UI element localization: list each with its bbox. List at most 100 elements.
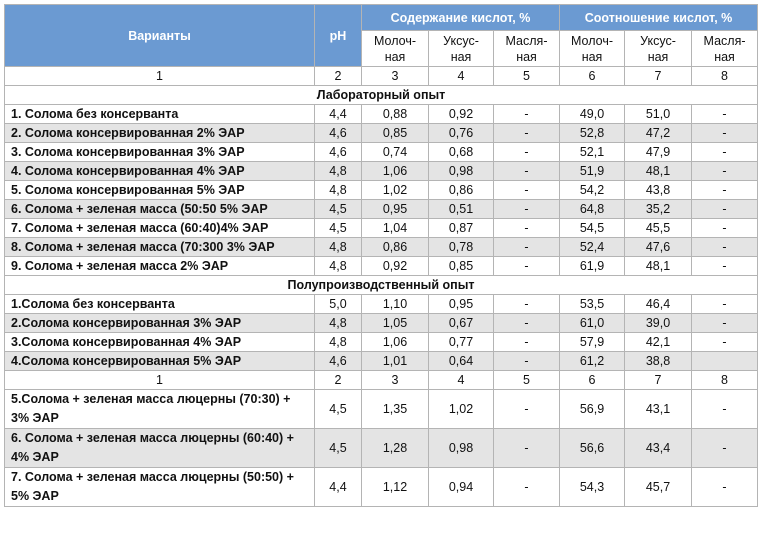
table-cell: - [690,389,759,429]
table-cell: 1,02 [428,389,494,429]
table-cell: - [493,351,560,371]
table-cell: 61,0 [559,313,625,333]
variant-name: 1.Солома без консерванта [4,294,315,314]
table-cell: - [690,313,759,333]
table-cell: 38,8 [624,351,692,371]
header-acid-ratio: Соотношение кислот, % [558,4,759,31]
table-cell: - [493,428,560,468]
table-cell: 54,2 [559,180,625,200]
table-cell: 4,6 [314,142,362,162]
variant-name: 4.Солома консервированная 5% ЭАР [4,351,315,371]
table-cell: 0,92 [361,256,429,276]
table-cell: 0,67 [428,313,494,333]
table-cell: - [690,161,759,181]
table-cell: 4,5 [314,218,362,238]
table-row: 7. Солома + зеленая масса (60:40)4% ЭАР 4… [4,218,759,238]
table-cell: 1,12 [361,467,429,507]
subheader-lactic: Молоч-ная [361,30,429,67]
variant-name: 9. Солома + зеленая масса 2% ЭАР [4,256,315,276]
table-cell: - [690,180,759,200]
table-cell: 43,1 [624,389,692,429]
table-row: 1. Солома без консерванта 4,4 0,88 0,92 - 49,… [4,104,759,124]
table-cell: 0,68 [428,142,494,162]
table-cell: 49,0 [559,104,625,124]
table-body: 1 2 3 4 5 6 7 8 Лабораторный опыт 1. Солома без к… [3,66,759,507]
table-cell: 64,8 [559,199,625,219]
column-number: 2 [314,370,362,390]
section-title: Лабораторный опыт [3,85,759,105]
table-cell: 48,1 [624,161,692,181]
column-number: 2 [314,66,362,86]
variant-name: 7. Солома + зеленая масса люцерны (50:50… [4,467,315,507]
column-number: 8 [690,66,759,86]
column-number: 6 [559,370,625,390]
subheader-butyric-ratio: Масля-ная [690,30,759,67]
variant-name: 6. Солома + зеленая масса люцерны (60:40… [4,428,315,468]
table-cell: - [493,313,560,333]
column-number: 4 [428,66,494,86]
table-row: 4. Солома консервированная 4% ЭАР 4,8 1,06… [4,161,759,181]
table-cell: 0,92 [428,104,494,124]
variant-name: 3. Солома консервированная 3% ЭАР [4,142,315,162]
header-variants: Варианты [4,4,315,67]
table-cell: 0,88 [361,104,429,124]
section-row: Лабораторный опыт [3,85,759,105]
table-row: 7. Солома + зеленая масса люцерны (50:50… [4,467,759,507]
column-number: 5 [493,370,560,390]
table-cell: 4,4 [314,104,362,124]
column-number: 7 [624,66,692,86]
table-cell: 0,95 [361,199,429,219]
table-cell: 45,7 [624,467,692,507]
table-cell: 4,8 [314,256,362,276]
table-cell: 1,06 [361,332,429,352]
table-cell: - [493,199,560,219]
table-row: 3.Солома консервированная 4% ЭАР 4,8 1,06 0… [4,332,759,352]
table-cell: 47,2 [624,123,692,143]
table-cell: 61,9 [559,256,625,276]
table-cell: 52,4 [559,237,625,257]
table-cell: 54,5 [559,218,625,238]
table-cell: - [690,428,759,468]
subheader-lactic-ratio: Молоч-ная [559,30,625,67]
table-row: 4.Солома консервированная 5% ЭАР 4,6 1,01 0… [4,351,759,371]
subheader-acetic-ratio: Уксус-ная [624,30,692,67]
table-cell: 56,9 [559,389,625,429]
variant-name: 4. Солома консервированная 4% ЭАР [4,161,315,181]
variant-name: 8. Солома + зеленая масса (70:300 3% ЭАР [4,237,315,257]
table-cell: 5,0 [314,294,362,314]
table-cell: 1,01 [361,351,429,371]
table-cell: 0,51 [428,199,494,219]
table-cell: 51,9 [559,161,625,181]
table-cell: 4,8 [314,180,362,200]
table-row: 6. Солома + зеленая масса (50:50 5% ЭАР 4… [4,199,759,219]
table-cell: - [493,218,560,238]
column-number: 8 [690,370,759,390]
table-row: 8. Солома + зеленая масса (70:300 3% ЭАР… [4,237,759,257]
table-row: 5. Солома консервированная 5% ЭАР 4,8 1,02… [4,180,759,200]
table-row: 5.Солома + зеленая масса люцерны (70:30)… [4,389,759,429]
table-cell: 57,9 [559,332,625,352]
table-cell: 1,35 [361,389,429,429]
variant-name: 5.Солома + зеленая масса люцерны (70:30)… [4,389,315,429]
table-cell: - [690,104,759,124]
table-cell: 4,8 [314,237,362,257]
table-cell: - [493,180,560,200]
table-cell: - [690,256,759,276]
table-cell: 43,8 [624,180,692,200]
table-cell: - [493,332,560,352]
column-number: 3 [361,370,429,390]
variant-name: 1. Солома без консерванта [4,104,315,124]
table-cell: 52,8 [559,123,625,143]
table-cell: 4,4 [314,467,362,507]
table-cell: 0,85 [361,123,429,143]
table-cell: 1,02 [361,180,429,200]
table-cell: - [690,142,759,162]
column-number: 1 [4,66,315,86]
table-cell: 4,8 [314,313,362,333]
table-cell: 0,98 [428,428,494,468]
table-cell: 35,2 [624,199,692,219]
table-cell: - [690,467,759,507]
table-cell: 0,77 [428,332,494,352]
table-cell: - [493,256,560,276]
variant-name: 7. Солома + зеленая масса (60:40)4% ЭАР [4,218,315,238]
